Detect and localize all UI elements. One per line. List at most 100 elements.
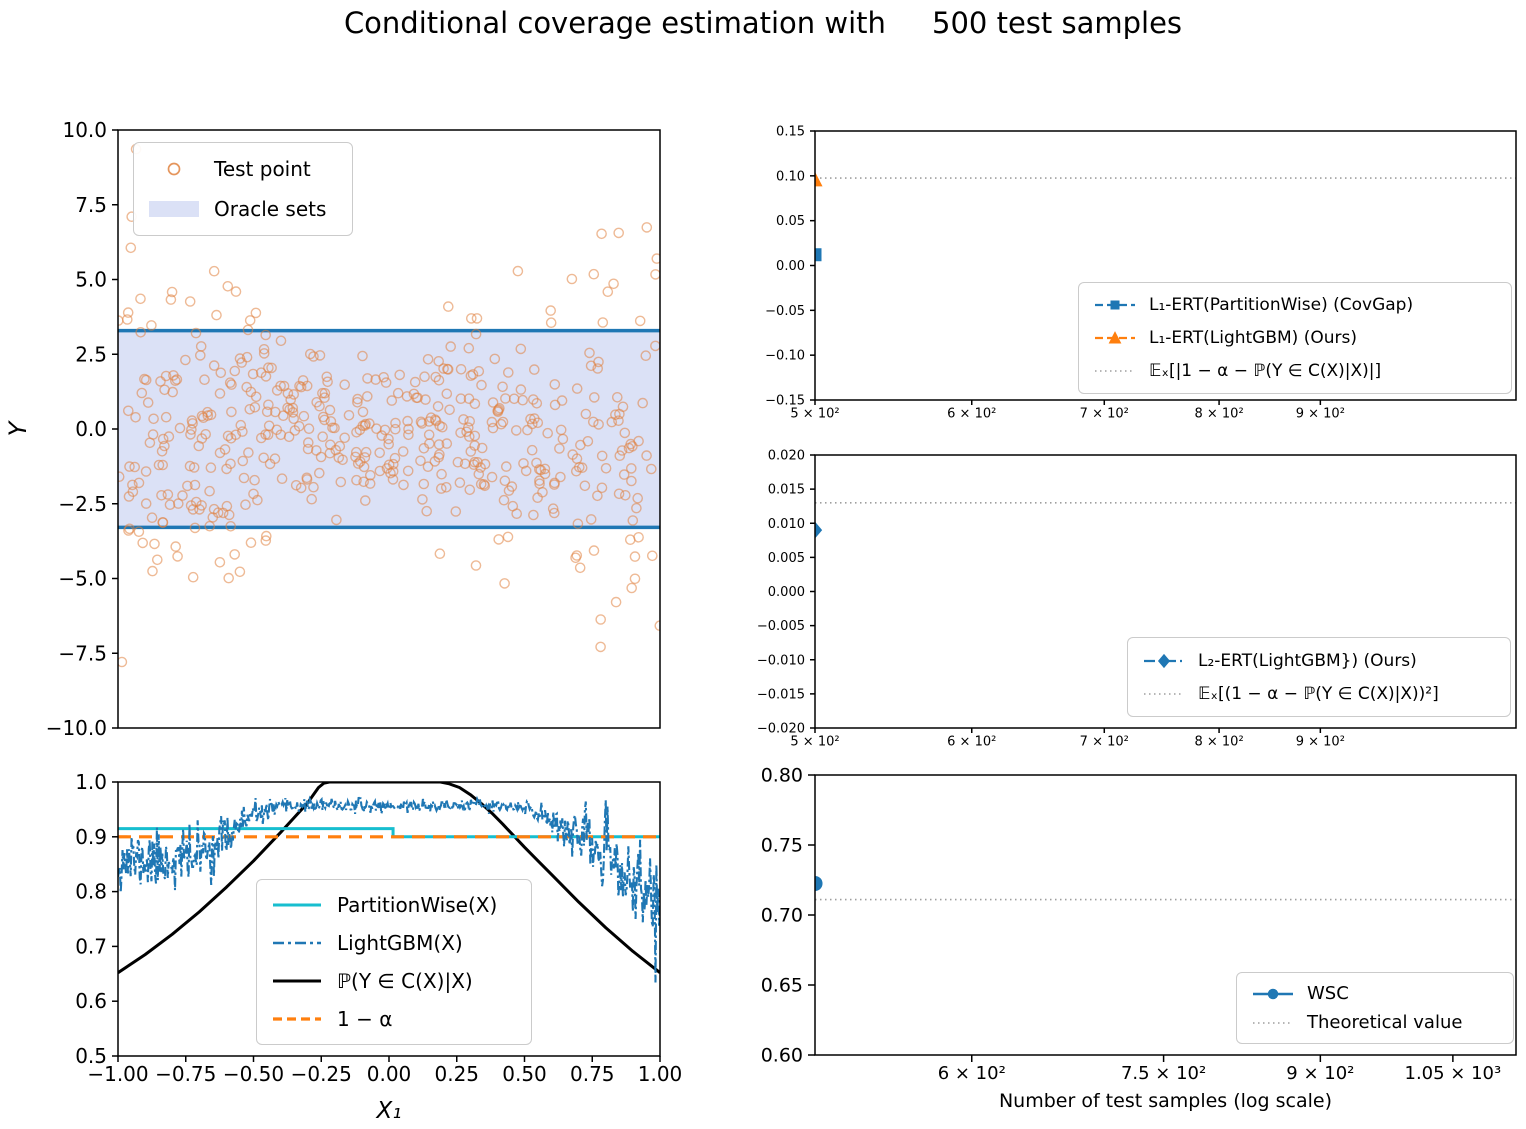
legend-item-wsc: WSC xyxy=(1251,983,1499,1004)
y-tick-label: 0.75 xyxy=(761,835,803,857)
legend-item-partitionwise: PartitionWise(X) xyxy=(271,893,517,917)
y-tick-label: −0.010 xyxy=(757,653,805,668)
square-marker xyxy=(1110,300,1120,310)
x-tick-label: 9 × 10² xyxy=(1296,734,1345,749)
y-axis-label: Y xyxy=(4,419,32,436)
legend-oracle-scatter: Test point Oracle sets xyxy=(133,142,353,236)
legend-item-oracle-prob: ℙ(Y ∈ C(X)|X) xyxy=(271,969,517,993)
legend-item-test-point: Test point xyxy=(148,156,338,182)
x-tick-label: 6 × 10² xyxy=(947,734,996,749)
figure-title: Conditional coverage estimation with 500… xyxy=(343,6,1183,40)
y-tick-label: −5.0 xyxy=(58,567,107,591)
y-tick-label: 0.010 xyxy=(768,517,805,532)
x-tick-label: 5 × 10² xyxy=(790,406,839,421)
dotted-reference-line-icon xyxy=(1253,1021,1293,1024)
y-tick-label: −0.005 xyxy=(757,619,805,634)
legend-label: WSC xyxy=(1307,983,1349,1004)
axes-l1_ert: 0.15 0.10 0.05 0.00 −0.05 −0.10 −0.155 × 10² 6 … xyxy=(765,125,1517,421)
y-tick-label: 10.0 xyxy=(62,118,107,142)
legend-l2-ert: L₂-ERT(LightGBM}) (Ours) 𝔼ₓ[(1 − α − ℙ(Y… xyxy=(1127,637,1511,717)
x-tick-label: 0.75 xyxy=(570,1062,615,1086)
legend-label: Oracle sets xyxy=(214,197,327,221)
x-tick-label: −0.25 xyxy=(291,1062,352,1086)
y-tick-label: −0.05 xyxy=(765,304,805,319)
x-tick-label: 9 × 10² xyxy=(1286,1063,1354,1084)
legend-label: L₂-ERT(LightGBM}) (Ours) xyxy=(1198,650,1417,671)
x-axis-label: X₁ xyxy=(376,1098,402,1124)
test-points xyxy=(118,143,660,668)
y-tick-label: 0.7 xyxy=(75,934,107,958)
circle-marker xyxy=(1267,988,1279,999)
y-tick-label: 0.00 xyxy=(776,259,805,274)
y-tick-label: −10.0 xyxy=(46,716,107,740)
x-tick-label: −1.00 xyxy=(87,1062,148,1086)
x-tick-label: 8 × 10² xyxy=(1194,734,1243,749)
legend-l1-ert: L₁-ERT(PartitionWise) (CovGap) L₁-ERT(Li… xyxy=(1078,282,1512,394)
x-tick-label: −0.75 xyxy=(155,1062,216,1086)
legend-label: PartitionWise(X) xyxy=(337,893,498,917)
legend-wsc: WSC Theoretical value xyxy=(1236,972,1514,1044)
l1-lightgbm-marker-icon xyxy=(1095,331,1135,344)
circle-marker xyxy=(815,875,823,892)
partitionwise-line-icon xyxy=(273,903,321,907)
x-tick-label: 0.25 xyxy=(434,1062,479,1086)
legend-label: ℙ(Y ∈ C(X)|X) xyxy=(337,969,473,993)
square-marker xyxy=(815,248,822,262)
x-tick-label: 7 × 10² xyxy=(1080,406,1129,421)
dotted-reference-line-icon xyxy=(1144,692,1184,695)
y-tick-label: 2.5 xyxy=(75,342,107,366)
dotted-reference-line-icon xyxy=(1095,369,1135,372)
legend-item-oracle-sets: Oracle sets xyxy=(148,196,338,222)
y-tick-label: 0.05 xyxy=(776,214,805,229)
y-tick-label: −0.015 xyxy=(757,687,805,702)
y-tick-label: −0.020 xyxy=(757,722,805,737)
x-tick-label: 0.00 xyxy=(367,1062,412,1086)
legend-item-l2-lightgbm: L₂-ERT(LightGBM}) (Ours) xyxy=(1142,651,1496,671)
legend-item-alpha: 1 − α xyxy=(271,1007,517,1031)
y-tick-label: 0.005 xyxy=(768,551,805,566)
y-tick-label: 0.70 xyxy=(761,905,803,927)
x-tick-label: 7.5 × 10² xyxy=(1121,1063,1206,1084)
plot-area-wsc xyxy=(815,875,1516,901)
y-tick-label: 0.0 xyxy=(75,417,107,441)
x-tick-label: 6 × 10² xyxy=(947,406,996,421)
axes-oracle_scatter: 10.0 7.5 5.0 2.5 0.0 −2.5 −5.0 −7.5 −10.0 Y xyxy=(4,118,661,740)
legend-label: L₁-ERT(LightGBM) (Ours) xyxy=(1149,327,1357,348)
legend-label: 𝔼ₓ[(1 − α − ℙ(Y ∈ C(X)|X))²] xyxy=(1198,683,1439,704)
y-tick-label: −0.15 xyxy=(765,394,805,409)
lightgbm-line-icon xyxy=(273,941,321,945)
legend-item-l2-reference: 𝔼ₓ[(1 − α − ℙ(Y ∈ C(X)|X))²] xyxy=(1142,684,1496,704)
plot-area-l1_ert xyxy=(815,171,1516,262)
test-point-marker-icon xyxy=(167,162,181,176)
x-tick-label: 1.00 xyxy=(638,1062,683,1086)
y-tick-label: 0.5 xyxy=(75,1044,107,1068)
x-tick-label: 1.05 × 10³ xyxy=(1405,1063,1502,1084)
open-circle-marker xyxy=(167,162,181,176)
legend-label: 1 − α xyxy=(337,1007,393,1031)
y-tick-label: −2.5 xyxy=(58,492,107,516)
legend-item-theoretical: Theoretical value xyxy=(1251,1012,1499,1033)
patch-swatch xyxy=(149,201,199,217)
y-tick-label: −7.5 xyxy=(58,641,107,665)
oracle-prob-curve xyxy=(118,782,660,974)
legend-item-l1-reference: 𝔼ₓ[|1 − α − ℙ(Y ∈ C(X)|X)|] xyxy=(1093,361,1497,381)
legend-item-l1-partitionwise: L₁-ERT(PartitionWise) (CovGap) xyxy=(1093,295,1497,315)
l2-lightgbm-marker-icon xyxy=(1144,653,1184,668)
plot-area-coverage_curves xyxy=(118,782,660,983)
axes-l2_ert: 0.020 0.015 0.010 0.005 0.000 −0.005 −0.010 −0.… xyxy=(757,449,1517,749)
x-axis-label: Number of test samples (log scale) xyxy=(999,1090,1332,1112)
oracle-prob-line-icon xyxy=(273,979,321,983)
x-tick-label: 8 × 10² xyxy=(1194,406,1243,421)
diamond-marker xyxy=(815,521,823,539)
legend-coverage-curves: PartitionWise(X) LightGBM(X) ℙ(Y ∈ C(X)|… xyxy=(256,879,532,1045)
y-tick-label: 0.9 xyxy=(75,825,107,849)
plot-area-oracle_scatter xyxy=(118,143,660,668)
x-tick-label: 9 × 10² xyxy=(1296,406,1345,421)
diamond-marker xyxy=(1157,653,1171,668)
x-tick-label: 6 × 10² xyxy=(938,1063,1006,1084)
triangle-marker xyxy=(815,171,823,187)
y-tick-label: 7.5 xyxy=(75,193,107,217)
y-tick-label: 0.8 xyxy=(75,880,107,904)
y-tick-label: 0.000 xyxy=(768,585,805,600)
x-tick-label: 5 × 10² xyxy=(790,734,839,749)
